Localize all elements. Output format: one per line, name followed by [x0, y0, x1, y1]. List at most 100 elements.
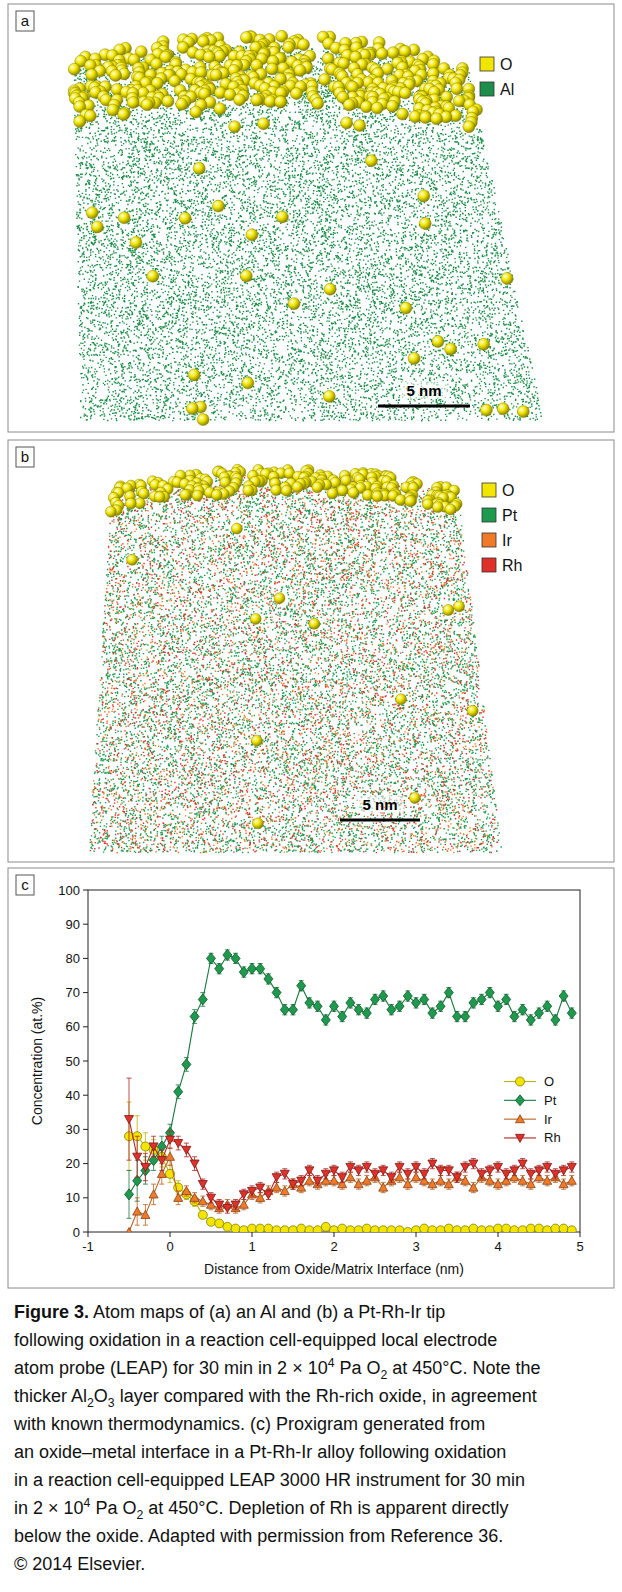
- oxygen-atom: [323, 390, 335, 402]
- oxygen-atom: [395, 495, 406, 506]
- marker: [395, 1226, 404, 1232]
- oxygen-atom: [443, 605, 454, 616]
- marker: [280, 1170, 289, 1178]
- y-tick: [83, 1197, 88, 1198]
- marker: [207, 1194, 216, 1202]
- oxygen-atom: [365, 155, 377, 167]
- marker: [395, 1163, 404, 1171]
- oxygen-atom: [463, 121, 475, 133]
- panel-frame: [8, 440, 614, 862]
- oxygen-atom: [86, 69, 98, 81]
- legend-label: Pt: [544, 1093, 557, 1108]
- marker: [420, 994, 429, 1005]
- oxygen-atom: [431, 113, 443, 125]
- oxygen-atom: [162, 95, 174, 107]
- oxygen-atom: [327, 488, 338, 499]
- y-tick: [83, 958, 88, 959]
- marker: [362, 1176, 371, 1184]
- marker: [346, 1173, 355, 1181]
- oxygen-atom: [271, 485, 282, 496]
- scale-bar: [378, 405, 470, 408]
- metal-atoms: [74, 44, 542, 421]
- scale-bar-label: 5 nm: [406, 382, 441, 399]
- legend-label: Rh: [502, 557, 522, 574]
- oxygen-atom: [242, 377, 254, 389]
- oxygen-atom: [130, 237, 142, 249]
- marker: [190, 1011, 199, 1022]
- oxygen-atom: [432, 502, 443, 513]
- marker: [256, 1224, 265, 1232]
- marker: [371, 1226, 380, 1232]
- oxygen-atom: [179, 212, 191, 224]
- oxygen-atom: [292, 482, 303, 493]
- marker: [174, 1139, 183, 1147]
- caption-run: at 450°C. Depletion of Rh is apparent di…: [143, 1498, 508, 1518]
- oxygen-atom: [240, 32, 252, 44]
- marker: [387, 1174, 396, 1182]
- marker: [477, 1170, 486, 1178]
- marker: [535, 1224, 544, 1232]
- y-tick-label: 20: [66, 1156, 80, 1171]
- caption-run: thicker Al: [14, 1386, 87, 1406]
- marker: [174, 1086, 183, 1097]
- oxygen-atom: [266, 63, 278, 75]
- marker: [215, 963, 224, 974]
- marker: [239, 1191, 248, 1199]
- marker: [272, 1226, 281, 1232]
- marker: [535, 1167, 544, 1175]
- marker: [379, 1226, 388, 1232]
- panel-frame: [8, 868, 614, 1288]
- marker: [362, 1224, 371, 1232]
- oxygen-atom: [212, 200, 224, 212]
- oxygen-atom: [309, 618, 320, 629]
- figure: abcOAl5 nmOPtIrRh5 nm0102030405060708090…: [0, 0, 622, 1592]
- panel-letter-box: [16, 447, 34, 467]
- marker: [223, 1204, 232, 1212]
- oxygen-atom: [276, 211, 288, 223]
- marker: [264, 973, 273, 984]
- marker: [412, 1173, 421, 1181]
- marker: [297, 1177, 306, 1185]
- marker: [453, 1011, 462, 1022]
- oxygen-atom: [454, 601, 465, 612]
- legend-label: O: [502, 482, 514, 499]
- caption-run: an oxide–metal interface in a Pt-Rh-Ir a…: [14, 1442, 506, 1462]
- oxygen-atom: [214, 50, 226, 62]
- legend-label: Al: [500, 81, 514, 98]
- marker: [141, 1142, 150, 1151]
- legend-label: O: [544, 1074, 554, 1089]
- oxygen-atom: [127, 97, 139, 109]
- caption-line: with known thermodynamics. (c) Proxigram…: [13, 1414, 485, 1434]
- caption-run: Figure 3.: [14, 1302, 89, 1322]
- marker: [125, 1116, 134, 1124]
- marker: [379, 991, 388, 1002]
- oxygen-atom: [74, 115, 86, 127]
- oxygen-atom: [406, 495, 417, 506]
- oxygen-atom: [211, 489, 222, 500]
- caption-line: in a reaction cell-equipped LEAP 3000 HR…: [14, 1470, 525, 1490]
- marker: [461, 1176, 470, 1184]
- oxygen-atom: [422, 499, 433, 510]
- caption-line: thicker Al2O3 layer compared with the Rh…: [14, 1386, 537, 1410]
- marker: [559, 1180, 568, 1188]
- marker: [485, 1226, 494, 1232]
- marker: [453, 1173, 462, 1181]
- y-tick: [83, 1026, 88, 1027]
- scale-bar-label: 5 nm: [362, 796, 397, 813]
- marker: [543, 1226, 552, 1232]
- marker: [551, 1224, 560, 1232]
- marker: [567, 1176, 576, 1184]
- marker: [280, 1186, 289, 1194]
- oxygen-atom: [354, 120, 366, 132]
- caption-line: in 2 × 104 Pa O2 at 450°C. Depletion of …: [14, 1496, 509, 1522]
- oxygen-atom: [186, 403, 198, 415]
- marker: [289, 1226, 298, 1232]
- oxygen-atom: [234, 94, 246, 106]
- oxygen-atom: [312, 482, 323, 493]
- marker: [174, 1193, 183, 1201]
- marker: [239, 967, 248, 978]
- scale-bar-ground: [400, 381, 448, 399]
- oxygen-atom: [405, 496, 416, 507]
- marker: [239, 1226, 248, 1232]
- oxygen-atom: [91, 221, 103, 233]
